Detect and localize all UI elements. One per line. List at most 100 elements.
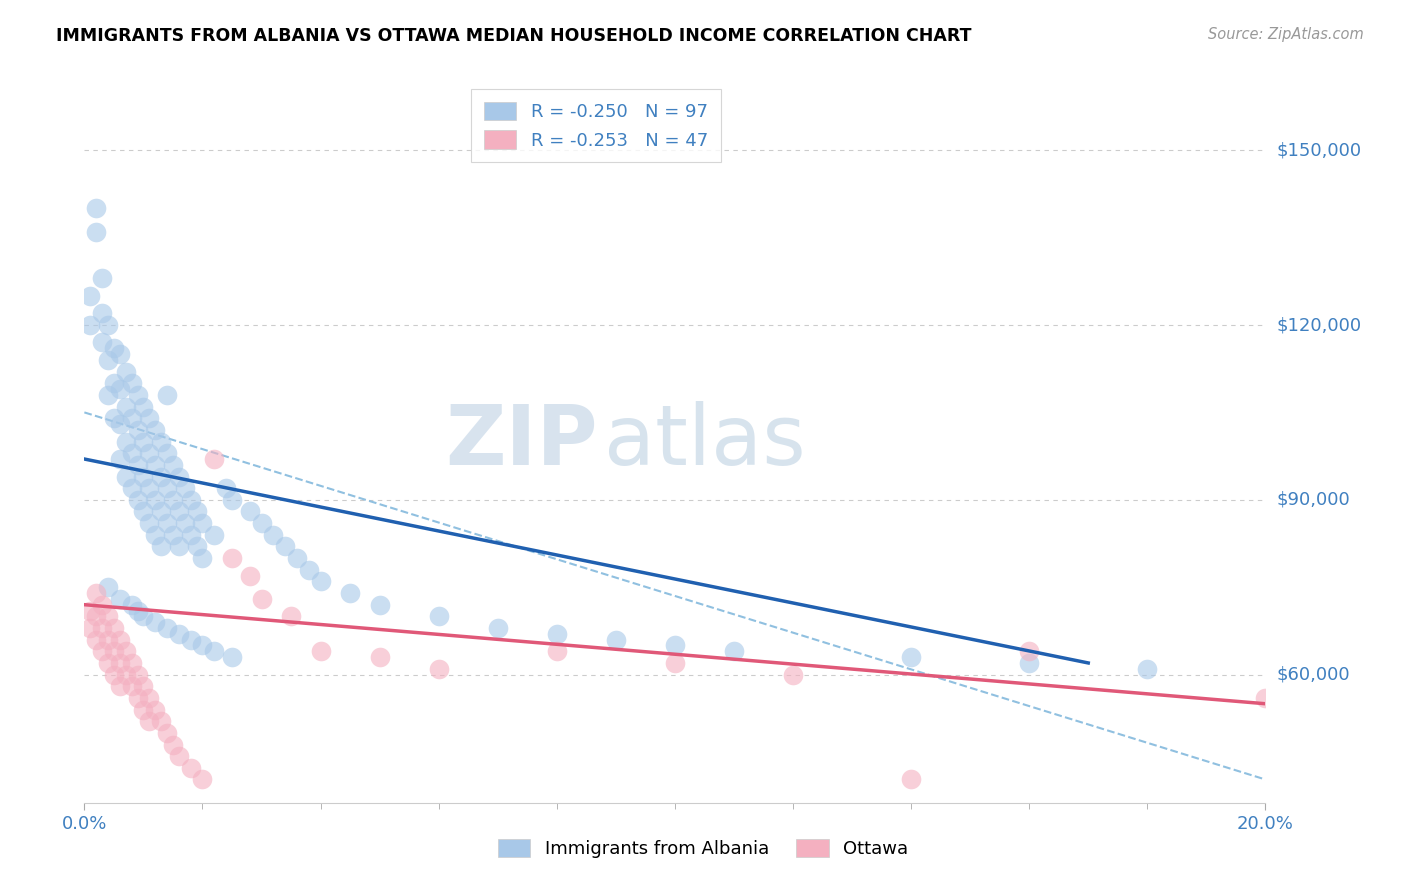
Point — [138, 516, 160, 530]
Point — [114, 365, 136, 379]
Point — [114, 667, 136, 681]
Point — [664, 639, 686, 653]
Point — [127, 423, 149, 437]
Point — [156, 481, 179, 495]
Point — [108, 347, 131, 361]
Point — [221, 650, 243, 665]
Point — [202, 644, 225, 658]
Point — [114, 644, 136, 658]
Point — [150, 714, 173, 729]
Point — [427, 662, 450, 676]
Point — [180, 761, 202, 775]
Point — [97, 318, 120, 332]
Point — [103, 621, 125, 635]
Point — [900, 650, 922, 665]
Point — [132, 609, 155, 624]
Point — [298, 563, 321, 577]
Point — [108, 679, 131, 693]
Point — [103, 411, 125, 425]
Point — [121, 446, 143, 460]
Point — [127, 690, 149, 705]
Point — [108, 452, 131, 467]
Text: $90,000: $90,000 — [1277, 491, 1350, 508]
Point — [132, 434, 155, 449]
Point — [221, 551, 243, 566]
Point — [138, 411, 160, 425]
Point — [723, 644, 745, 658]
Point — [127, 388, 149, 402]
Point — [143, 702, 166, 716]
Point — [121, 376, 143, 391]
Point — [162, 458, 184, 472]
Point — [280, 609, 302, 624]
Point — [605, 632, 627, 647]
Point — [97, 609, 120, 624]
Point — [262, 528, 284, 542]
Point — [132, 504, 155, 518]
Point — [274, 540, 297, 554]
Point — [202, 452, 225, 467]
Point — [84, 202, 107, 216]
Point — [1136, 662, 1159, 676]
Point — [143, 528, 166, 542]
Point — [91, 335, 114, 350]
Point — [191, 772, 214, 787]
Point — [103, 341, 125, 355]
Point — [91, 598, 114, 612]
Point — [138, 714, 160, 729]
Point — [156, 446, 179, 460]
Point — [97, 353, 120, 368]
Point — [127, 492, 149, 507]
Point — [114, 400, 136, 414]
Point — [121, 679, 143, 693]
Point — [180, 528, 202, 542]
Point — [239, 568, 262, 582]
Point — [79, 318, 101, 332]
Legend: Immigrants from Albania, Ottawa: Immigrants from Albania, Ottawa — [491, 831, 915, 865]
Point — [127, 458, 149, 472]
Point — [84, 586, 107, 600]
Point — [427, 609, 450, 624]
Point — [114, 434, 136, 449]
Legend: R = -0.250   N = 97, R = -0.253   N = 47: R = -0.250 N = 97, R = -0.253 N = 47 — [471, 89, 721, 162]
Text: $150,000: $150,000 — [1277, 141, 1361, 159]
Point — [1254, 690, 1277, 705]
Point — [79, 603, 101, 617]
Point — [138, 690, 160, 705]
Text: Source: ZipAtlas.com: Source: ZipAtlas.com — [1208, 27, 1364, 42]
Point — [664, 656, 686, 670]
Point — [173, 516, 195, 530]
Point — [221, 492, 243, 507]
Text: $60,000: $60,000 — [1277, 665, 1350, 683]
Point — [167, 504, 190, 518]
Point — [97, 388, 120, 402]
Point — [180, 632, 202, 647]
Point — [108, 632, 131, 647]
Point — [167, 469, 190, 483]
Point — [121, 656, 143, 670]
Point — [162, 492, 184, 507]
Point — [156, 726, 179, 740]
Text: ZIP: ZIP — [446, 401, 598, 482]
Point — [215, 481, 238, 495]
Point — [108, 656, 131, 670]
Point — [143, 458, 166, 472]
Point — [97, 632, 120, 647]
Point — [84, 632, 107, 647]
Point — [108, 591, 131, 606]
Point — [250, 591, 273, 606]
Point — [143, 423, 166, 437]
Point — [186, 504, 208, 518]
Point — [143, 615, 166, 630]
Point — [191, 516, 214, 530]
Point — [167, 540, 190, 554]
Point — [84, 225, 107, 239]
Point — [103, 644, 125, 658]
Point — [79, 621, 101, 635]
Point — [132, 679, 155, 693]
Point — [91, 644, 114, 658]
Point — [285, 551, 308, 566]
Point — [162, 528, 184, 542]
Point — [114, 469, 136, 483]
Point — [156, 621, 179, 635]
